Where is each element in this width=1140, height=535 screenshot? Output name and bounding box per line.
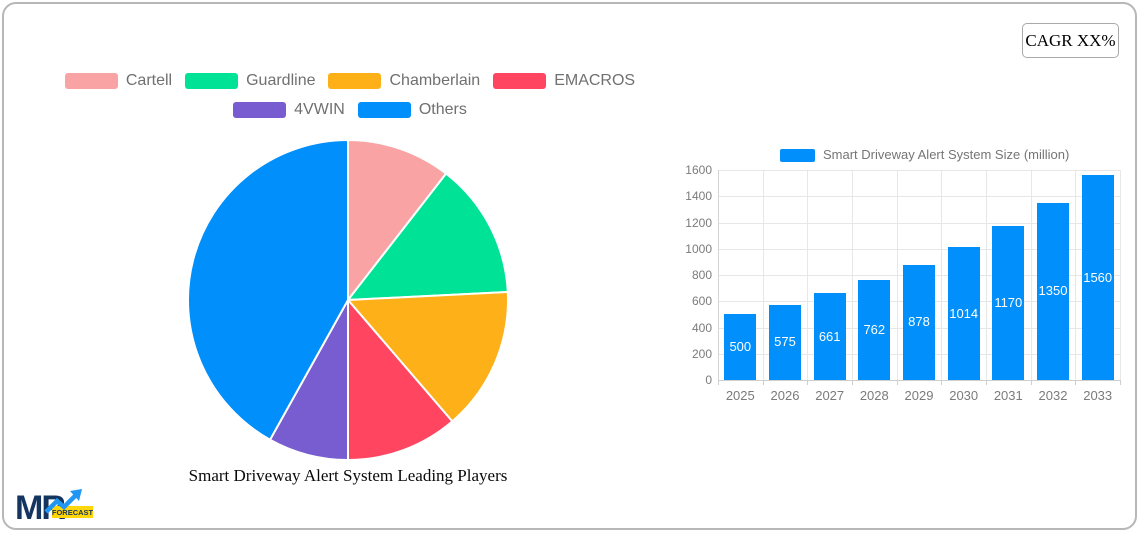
- logo-arrowhead-icon: [70, 489, 82, 501]
- legend-label: Cartell: [125, 72, 173, 89]
- bar-2026[interactable]: [769, 304, 801, 380]
- gridline-vertical: [762, 170, 764, 380]
- pie-slice-others[interactable]: [187, 139, 349, 441]
- legend-swatch: [328, 73, 382, 89]
- y-axis-tick-label: 200: [691, 346, 712, 361]
- x-axis-category-label: 2027: [815, 388, 845, 403]
- y-axis-tick-label: 1400: [685, 189, 712, 204]
- gridline-vertical: [1075, 170, 1077, 380]
- x-axis-tick: [807, 380, 809, 385]
- y-axis-tick-label: 400: [691, 320, 712, 335]
- legend-item-chamberlain[interactable]: Chamberlain: [328, 72, 480, 90]
- legend-swatch: [493, 73, 547, 89]
- y-axis-tick-label: 1000: [685, 241, 712, 256]
- gridline-vertical: [1120, 170, 1121, 380]
- bar-2025[interactable]: [724, 314, 757, 380]
- x-axis-category-label: 2029: [904, 388, 934, 403]
- x-axis-tick: [1120, 380, 1121, 385]
- legend-item-others[interactable]: Others: [357, 101, 467, 119]
- x-axis-category-label: 2026: [770, 388, 800, 403]
- legend-item-guardline[interactable]: Guardline: [185, 72, 315, 90]
- x-axis-tick: [762, 380, 764, 385]
- pie-slice-cartell[interactable]: [347, 139, 448, 301]
- gridline-vertical: [986, 170, 987, 380]
- x-axis-tick: [986, 380, 987, 385]
- bar-2029[interactable]: [903, 264, 935, 380]
- y-axis-tick-label: 1200: [685, 215, 712, 230]
- y-axis-line: [718, 170, 719, 380]
- legend-swatch: [233, 102, 287, 118]
- gridline-horizontal: [718, 170, 1120, 171]
- pie-chart-title: Smart Driveway Alert System Leading Play…: [188, 466, 508, 485]
- cagr-button[interactable]: CAGR XX%: [1022, 23, 1119, 58]
- x-axis-tick: [941, 380, 943, 385]
- bar-2032[interactable]: [1037, 202, 1069, 380]
- gridline-horizontal: [718, 222, 1120, 224]
- x-axis-tick: [852, 380, 853, 385]
- pie-slice-guardline[interactable]: [347, 172, 509, 301]
- pie-slice-emacros[interactable]: [347, 299, 454, 461]
- logo-forecast-text: FORECAST: [52, 508, 94, 517]
- gridline-vertical: [896, 170, 898, 380]
- legend-label: 4VWIN: [294, 101, 345, 118]
- bar-2028[interactable]: [858, 280, 891, 380]
- legend-item-cartell[interactable]: Cartell: [64, 72, 173, 90]
- y-axis-tick-label: 600: [691, 294, 712, 309]
- x-axis-tick: [1075, 380, 1077, 385]
- legend-swatch: [357, 102, 411, 118]
- x-axis-category-label: 2025: [725, 388, 755, 403]
- pie-legend: Cartell Guardline Chamberlain EMACROS 4VWIN O…: [30, 72, 670, 119]
- legend-label: Guardline: [246, 72, 316, 89]
- legend-label: Chamberlain: [389, 72, 481, 89]
- x-axis-category-label: 2028: [859, 388, 889, 403]
- y-axis-tick-label: 0: [705, 373, 712, 387]
- gridline-vertical: [1030, 170, 1032, 380]
- x-axis-category-label: 2033: [1083, 388, 1113, 403]
- legend-label: Others: [418, 101, 467, 118]
- x-axis-category-label: 2031: [993, 388, 1023, 403]
- gridline-horizontal: [718, 196, 1120, 198]
- y-axis-tick-label: 1600: [685, 163, 712, 177]
- pie-slice-chamberlain[interactable]: [347, 290, 509, 423]
- y-axis-tick-label: 800: [691, 268, 712, 282]
- bar-2027[interactable]: [813, 293, 846, 380]
- gridline-horizontal: [718, 248, 1120, 250]
- legend-swatch: [64, 73, 118, 89]
- x-axis-category-label: 2032: [1038, 388, 1068, 403]
- bar-2030[interactable]: [947, 246, 980, 380]
- logo-arrow-icon: [44, 493, 78, 514]
- bar-legend-label[interactable]: Smart Driveway Alert System Size (millio…: [823, 147, 1070, 162]
- legend-item-emacros[interactable]: EMACROS: [493, 72, 635, 90]
- legend-label: EMACROS: [554, 72, 636, 89]
- x-axis-category-label: 2030: [949, 388, 979, 403]
- legend-item-4vwin[interactable]: 4VWIN: [233, 101, 345, 119]
- x-axis-tick: [896, 380, 898, 385]
- bar-legend-swatch[interactable]: [780, 149, 815, 162]
- pie-chart: [187, 139, 509, 461]
- bar-2033[interactable]: [1081, 175, 1114, 381]
- gridline-vertical: [807, 170, 809, 380]
- logo-forecast-badge: [52, 506, 93, 518]
- bar-2031[interactable]: [992, 226, 1025, 380]
- x-axis-tick: [718, 380, 719, 385]
- legend-swatch: [185, 73, 239, 89]
- x-axis-tick: [1030, 380, 1032, 385]
- gridline-vertical: [852, 170, 853, 380]
- gridline-vertical: [941, 170, 943, 380]
- x-axis-line: [718, 380, 1120, 381]
